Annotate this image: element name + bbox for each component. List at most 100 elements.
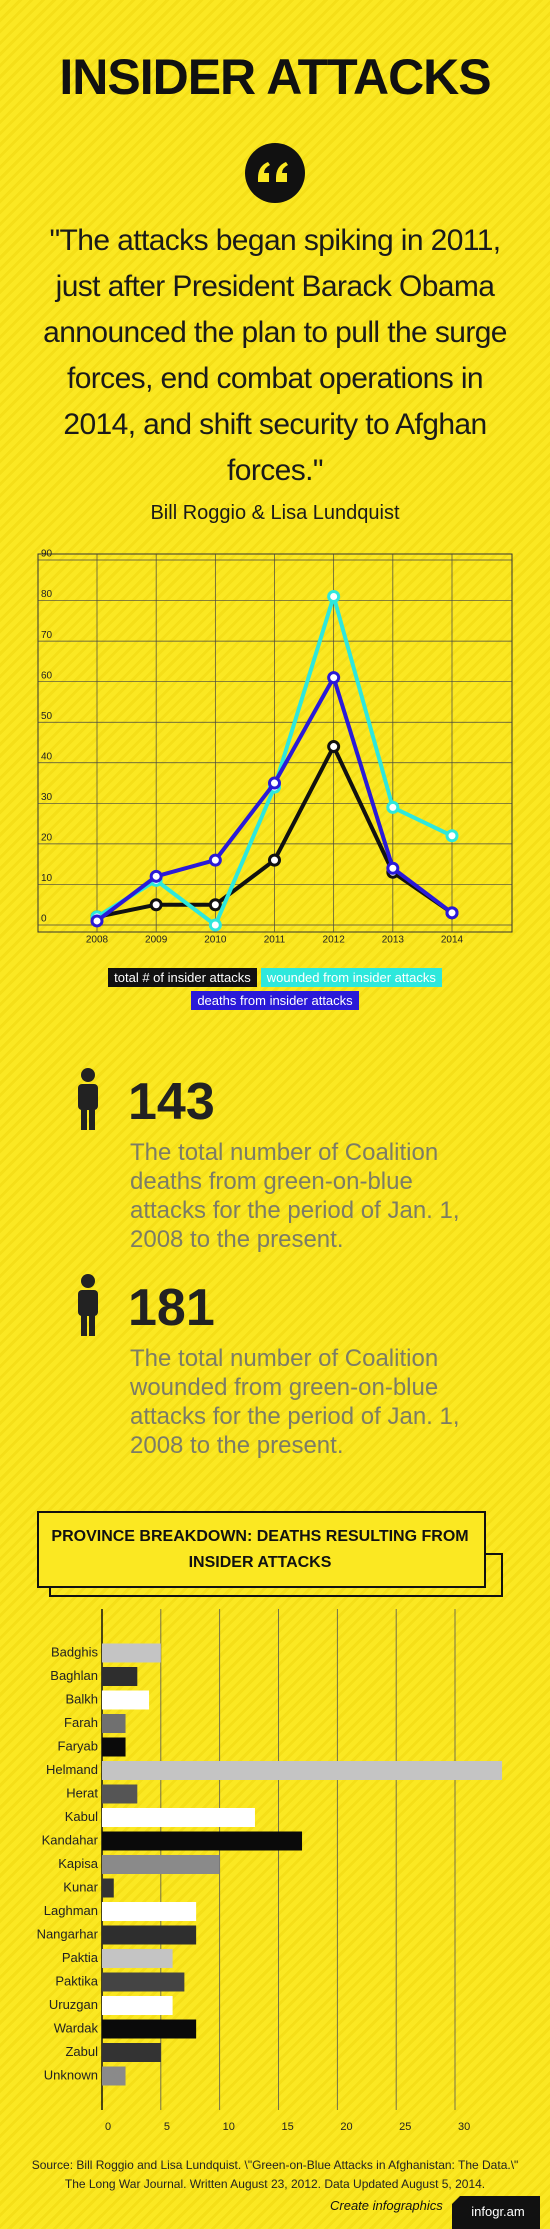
point — [268, 853, 281, 867]
bar — [102, 1949, 173, 1968]
y-tick-label: Unknown — [44, 2067, 98, 2082]
x-tick-label: 30 — [458, 2121, 470, 2133]
bar — [102, 1831, 303, 1851]
x-tick-label: 2009 — [145, 935, 168, 946]
y-tick-label: 0 — [41, 914, 47, 925]
bar — [102, 1643, 161, 1663]
cta-link[interactable]: Create infographics — [330, 2198, 443, 2213]
x-tick-label: 2014 — [441, 935, 464, 946]
y-tick-label: Paktika — [55, 1973, 98, 1988]
legend: total # of insider attacks wounded from i… — [95, 968, 455, 1010]
x-tick-label: 2011 — [264, 935, 286, 946]
stat-number: 143 — [128, 1073, 215, 1131]
y-tick-label: 20 — [41, 833, 53, 844]
y-tick-label: Kandahar — [42, 1832, 99, 1847]
point — [327, 740, 341, 754]
point — [386, 861, 400, 875]
legend-entry: deaths from insider attacks — [191, 991, 359, 1010]
quote-icon-glyph — [258, 162, 288, 182]
bar — [102, 1855, 220, 1874]
point — [386, 800, 400, 814]
y-tick-label: Kunar — [63, 1879, 98, 1894]
bar — [102, 1737, 126, 1757]
bar — [102, 2066, 126, 2086]
point — [445, 829, 459, 843]
point — [149, 898, 163, 912]
point — [327, 590, 341, 603]
bar — [102, 2043, 161, 2062]
x-tick-label: 25 — [399, 2121, 411, 2133]
title: INSIDER ATTACKS — [59, 49, 491, 105]
brand-tab — [452, 2196, 540, 2229]
y-tick-label: Nangarhar — [37, 1926, 99, 1941]
y-tick-label: 50 — [41, 711, 53, 722]
y-tick-label: Faryab — [58, 1738, 98, 1753]
bar — [102, 1808, 255, 1827]
y-tick-label: Herat — [66, 1785, 98, 1800]
x-tick-label: 2008 — [86, 935, 109, 946]
x-tick-label: 10 — [223, 2121, 235, 2133]
x-tick-label: 0 — [105, 2121, 111, 2133]
box — [37, 1511, 486, 1588]
bar — [102, 1690, 150, 1710]
y-tick-label: Helmand — [46, 1762, 98, 1777]
y-tick-label: 30 — [41, 792, 53, 803]
y-tick-label: Balkh — [65, 1691, 98, 1706]
bar-chart-title: PROVINCE BREAKDOWN: DEATHS RESULTING FRO… — [51, 1528, 469, 1571]
stat-text: The total number of Coalition wounded fr… — [130, 1345, 460, 1459]
x-tick-label: 2012 — [323, 935, 346, 946]
point — [208, 898, 222, 912]
y-tick-label: 90 — [41, 549, 53, 560]
bar — [102, 2019, 197, 2039]
y-tick-label: Paktia — [62, 1950, 99, 1965]
x-tick-label: 20 — [340, 2121, 352, 2133]
y-tick-label: 70 — [41, 630, 53, 641]
box-shadow — [49, 1553, 503, 1597]
point — [327, 671, 341, 685]
bar — [102, 1902, 197, 1921]
legend-entry: total # of insider attacks — [108, 968, 257, 987]
bar — [102, 1784, 138, 1804]
bar — [102, 1878, 114, 1898]
point — [90, 914, 104, 928]
line-chart: 0 10 20 30 40 50 60 70 80 90 2008 2009 2010 2011 2012 2… — [38, 549, 512, 946]
y-tick-label: Wardak — [54, 2020, 99, 2035]
x-tick-label: 5 — [164, 2121, 170, 2133]
quote: "The attacks began spiking in 2011, just… — [43, 224, 507, 487]
y-tick-label: 40 — [41, 751, 53, 762]
bar-chart: 0 5 10 15 20 25 30 Badghis Baghlan Balkh Farah Fary… — [37, 1609, 503, 2133]
legend-entry: wounded from insider attacks — [260, 968, 442, 987]
person-icon — [78, 1274, 98, 1336]
stat-text: The total number of Coalition deaths fro… — [130, 1139, 460, 1253]
bar — [102, 1667, 138, 1686]
y-tick-label: Farah — [64, 1715, 98, 1730]
y-tick-label: Badghis — [51, 1644, 98, 1659]
point — [208, 918, 222, 932]
x-tick-label: 2013 — [382, 935, 405, 946]
y-tick-label: 60 — [41, 670, 53, 681]
y-tick-label: Kapisa — [58, 1856, 99, 1871]
point — [268, 776, 281, 790]
point — [208, 853, 222, 867]
source: Source: Bill Roggio and Lisa Lundquist. … — [31, 2158, 519, 2191]
point — [445, 906, 459, 920]
y-tick-label: Baghlan — [50, 1668, 98, 1683]
x-tick-label: 15 — [282, 2121, 294, 2133]
brand-link[interactable]: infogr.am — [471, 2204, 525, 2219]
bar — [102, 1714, 126, 1733]
person-icon — [78, 1068, 98, 1130]
bar — [102, 1925, 197, 1945]
y-tick-label: Kabul — [65, 1809, 98, 1824]
bar — [102, 1972, 185, 1992]
attribution: Bill Roggio & Lisa Lundquist — [150, 502, 400, 524]
y-tick-label: 80 — [41, 589, 53, 600]
quote-icon — [245, 143, 305, 203]
x-tick-label: 2010 — [204, 935, 227, 946]
y-tick-label: Uruzgan — [49, 1997, 98, 2012]
y-tick-label: Laghman — [44, 1903, 98, 1918]
y-tick-label: 10 — [41, 873, 53, 884]
chart-frame — [37, 553, 513, 933]
bar — [102, 1761, 503, 1780]
